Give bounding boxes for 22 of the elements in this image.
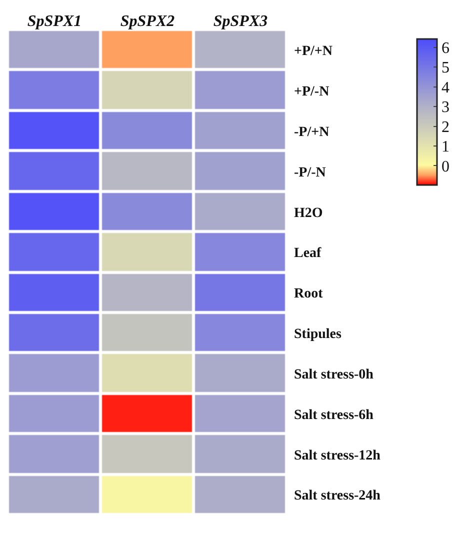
y-tick-label: Root (294, 286, 324, 302)
y-tick-label: -P/-N (294, 165, 326, 180)
x-tick-label: SpSPX3 (213, 12, 268, 30)
y-tick-label: Salt stress-12h (294, 448, 381, 464)
y-tick-label: Salt stress-6h (294, 408, 374, 423)
y-tick-label: +P/-N (294, 84, 330, 100)
y-tick-label: Salt stress-24h (294, 488, 381, 504)
y-tick-label: Salt stress-0h (294, 367, 374, 382)
color-bar-label: 0 (441, 158, 450, 176)
y-tick-label: +P/+N (294, 44, 333, 60)
color-bar-label: 3 (441, 99, 450, 116)
color-bar-label: 5 (441, 60, 450, 77)
x-tick-label: SpSPX2 (120, 12, 175, 30)
x-tick-label: SpSPX1 (27, 12, 82, 30)
y-tick-label: H2O (294, 206, 323, 221)
color-bar-label: 6 (441, 40, 450, 57)
color-bar-label: 2 (441, 118, 450, 136)
y-tick-label: Stipules (294, 327, 342, 342)
y-tick-label: Leaf (294, 246, 322, 262)
color-bar-label: 1 (441, 138, 450, 156)
y-tick-label: -P/+N (294, 124, 330, 140)
color-bar-label: 4 (441, 79, 450, 96)
